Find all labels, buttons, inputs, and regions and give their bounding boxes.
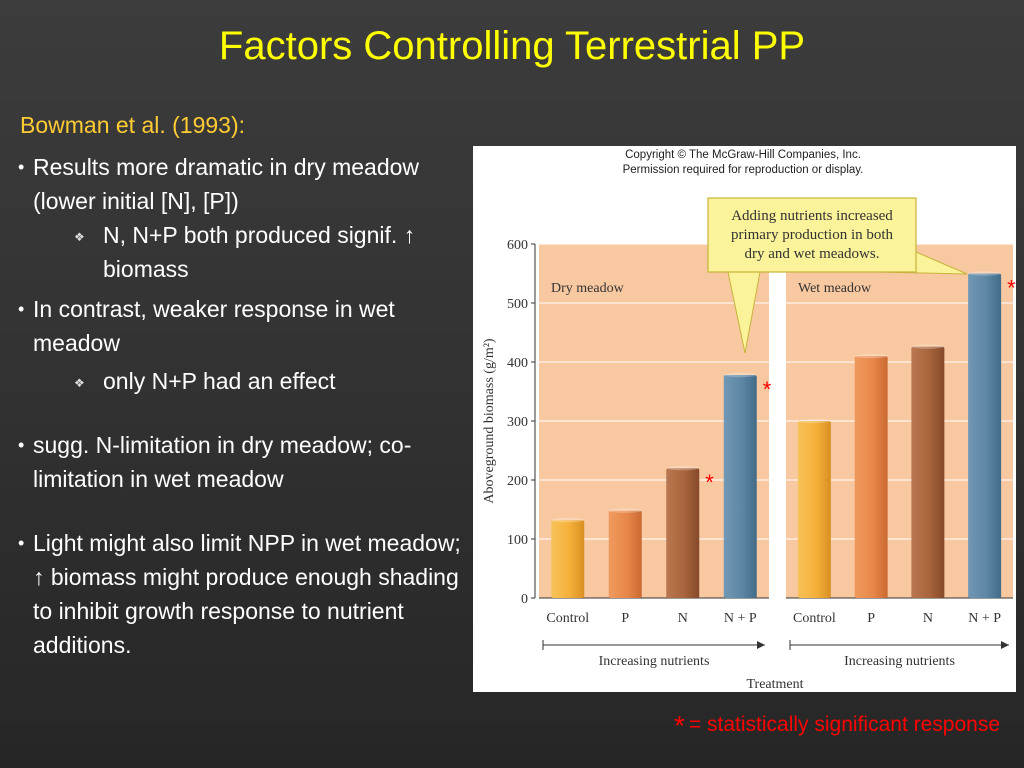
bar-top	[968, 271, 1002, 276]
panel-label: Dry meadow	[551, 281, 625, 296]
y-tick-label: 600	[507, 238, 528, 253]
bar	[797, 421, 831, 598]
diamond-bullet-icon: ❖	[74, 230, 85, 244]
permission-line: Permission required for reproduction or …	[623, 164, 864, 176]
slide-title: Factors Controlling Terrestrial PP	[218, 24, 806, 68]
bar	[911, 346, 945, 598]
nutrient-label-bg	[833, 651, 966, 667]
y-tick-label: 0	[521, 592, 528, 607]
bar-top	[666, 466, 700, 471]
bullet-text: Results more dramatic in dry meadow (low…	[33, 154, 420, 214]
nutrient-arrow-label: Increasing nutrients	[844, 654, 955, 669]
bullet-item: • In contrast, weaker response in wet mea…	[18, 292, 468, 360]
bar	[854, 356, 888, 598]
callout-box	[707, 197, 917, 273]
citation-heading: Bowman et al. (1993):	[20, 112, 246, 138]
bullet-dot-icon: •	[18, 157, 25, 177]
sub-bullet-item: ❖ only N+P had an effect	[18, 364, 468, 398]
bullet-dot-icon: •	[18, 533, 25, 553]
x-tick-label: Control	[546, 611, 589, 626]
bullet-item: • sugg. N-limitation in dry meadow; co-li…	[18, 428, 468, 496]
bullet-item: • Results more dramatic in dry meadow (lo…	[18, 150, 468, 218]
panel-label: Wet meadow	[798, 281, 872, 296]
x-tick-label: N + P	[968, 611, 1001, 626]
x-tick-label: N + P	[724, 611, 757, 626]
callout-text: Adding nutrients increased	[731, 208, 893, 224]
bar-top	[551, 517, 585, 523]
sub-bullet-item: ❖ N, N+P both produced signif. ↑ biomass	[18, 218, 468, 286]
bullet-text: sugg. N-limitation in dry meadow; co-lim…	[33, 432, 412, 492]
bar	[551, 520, 585, 598]
bullet-dot-icon: •	[18, 299, 25, 319]
x-tick-label: P	[621, 611, 629, 626]
y-axis-label: Aboveground biomass (g/m²)	[482, 338, 497, 504]
footnote-text: = statistically significant response	[688, 713, 1000, 736]
bar	[968, 273, 1002, 598]
significance-star: *	[1007, 276, 1016, 301]
nutrient-label-bg	[588, 651, 720, 667]
nutrient-arrow-head	[1001, 641, 1009, 649]
x-tick-label: P	[867, 611, 875, 626]
copyright-line: Copyright © The McGraw-Hill Companies, I…	[625, 149, 861, 161]
biomass-bar-chart: Copyright © The McGraw-Hill Companies, I…	[482, 149, 1016, 692]
bar	[608, 510, 642, 598]
significance-star: *	[763, 377, 772, 402]
significance-star: *	[705, 470, 714, 495]
figure-panel: Copyright © The McGraw-Hill Companies, I…	[473, 146, 1016, 692]
callout-text: dry and wet meadows.	[745, 246, 880, 262]
bullet-dot-icon: •	[18, 435, 25, 455]
x-tick-label: Control	[793, 611, 836, 626]
bar-top	[911, 344, 945, 349]
x-axis-label: Treatment	[746, 677, 803, 692]
sub-bullet-text: N, N+P both produced signif. ↑ biomass	[103, 222, 416, 282]
callout-text: primary production in both	[731, 227, 894, 243]
x-tick-label: N	[923, 611, 933, 626]
nutrient-arrow-label: Increasing nutrients	[599, 654, 710, 669]
bullet-item: • Light might also limit NPP in wet meado…	[18, 526, 468, 662]
y-tick-label: 400	[507, 356, 528, 371]
y-tick-label: 500	[507, 297, 528, 312]
bar-top	[608, 508, 642, 513]
bar	[666, 468, 700, 598]
bullet-text: In contrast, weaker response in wet mead…	[33, 296, 395, 356]
bar-top	[723, 372, 757, 378]
bullet-text: Light might also limit NPP in wet meadow…	[33, 530, 461, 658]
x-tick-label: N	[678, 611, 688, 626]
sub-bullet-text: only N+P had an effect	[103, 368, 336, 394]
nutrient-arrow-head	[757, 641, 765, 649]
y-tick-label: 300	[507, 415, 528, 430]
bullet-list: • Results more dramatic in dry meadow (lo…	[18, 150, 468, 662]
bar	[723, 374, 757, 598]
y-tick-label: 200	[507, 474, 528, 489]
bar-top	[797, 418, 831, 424]
significance-footnote: * = statistically significant response	[674, 710, 1000, 742]
significance-star-icon: *	[674, 710, 685, 741]
y-tick-label: 100	[507, 533, 528, 548]
diamond-bullet-icon: ❖	[74, 376, 85, 390]
bar-top	[854, 353, 888, 359]
